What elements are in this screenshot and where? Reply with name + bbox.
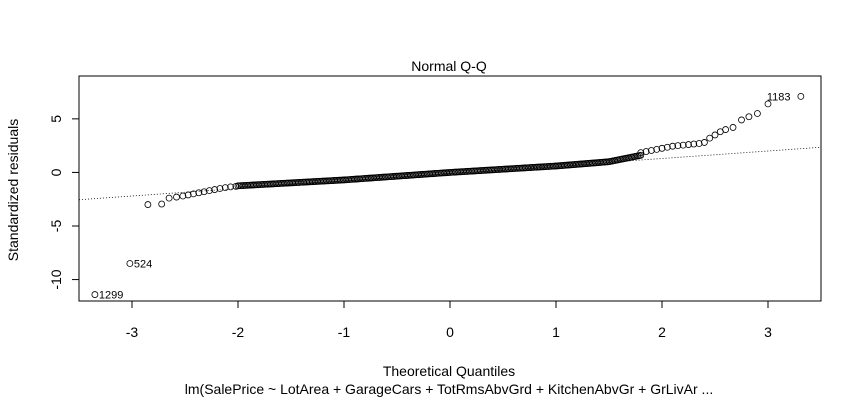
data-point (695, 140, 703, 147)
data-point (738, 116, 745, 124)
x-tick-label: -3 (126, 324, 139, 340)
data-point (144, 201, 152, 208)
data-point (637, 149, 645, 157)
data-point (797, 92, 805, 100)
y-axis: -10 -5 0 5 (48, 115, 79, 290)
data-point (165, 194, 173, 202)
reference-line-group (78, 146, 822, 201)
data-point (685, 141, 692, 148)
data-point (706, 134, 714, 142)
y-tick-label: 0 (48, 168, 64, 176)
data-point (764, 100, 772, 108)
data-point (754, 110, 761, 117)
x-tick-label: 2 (658, 324, 666, 340)
data-point (205, 187, 213, 195)
chart-subtitle: lm(SalePrice ~ LotArea + GarageCars + To… (185, 381, 713, 397)
point-label-524: 524 (134, 259, 152, 271)
data-point (200, 188, 208, 196)
data-point (126, 260, 134, 267)
data-point (642, 148, 650, 155)
x-tick-label: -2 (232, 324, 245, 340)
data-point (91, 291, 99, 298)
y-axis-label: Standardized residuals (5, 119, 21, 261)
x-tick-label: -1 (338, 324, 351, 340)
reference-line (78, 146, 822, 201)
data-point (211, 186, 219, 193)
x-axis-label: Theoretical Quantiles (383, 363, 515, 379)
y-tick-label: -10 (48, 269, 64, 289)
data-point (184, 191, 192, 199)
point-labels-group: 1183 524 1299 (99, 91, 791, 301)
plot-frame (78, 75, 822, 302)
data-point (653, 145, 661, 153)
data-point (158, 200, 166, 208)
data-point (669, 142, 676, 150)
x-tick-label: 1 (552, 324, 560, 340)
point-label-1183: 1183 (767, 91, 791, 103)
y-tick-label: 5 (48, 115, 64, 123)
x-axis: -3 -2 -1 0 1 2 3 (126, 300, 772, 340)
data-point (648, 147, 655, 154)
data-point (679, 141, 687, 149)
data-point (216, 185, 224, 192)
data-point (701, 139, 708, 146)
data-point (658, 144, 666, 152)
data-point (221, 184, 229, 192)
data-point (637, 151, 645, 159)
point-label-1299: 1299 (99, 290, 123, 302)
x-tick-label: 3 (764, 324, 772, 340)
data-point (722, 126, 729, 133)
y-tick-label: -5 (48, 220, 64, 233)
data-point (195, 189, 203, 197)
data-point (729, 124, 737, 131)
data-point (190, 190, 197, 198)
chart-title: Normal Q-Q (411, 58, 487, 74)
data-point (690, 140, 698, 148)
data-point (745, 113, 753, 121)
data-point (227, 183, 234, 191)
data-point (711, 131, 719, 139)
x-tick-label: 0 (446, 324, 454, 340)
data-point (179, 192, 187, 200)
data-point (663, 143, 671, 151)
data-point (674, 142, 682, 150)
points-group (91, 92, 805, 298)
data-point (173, 193, 180, 201)
